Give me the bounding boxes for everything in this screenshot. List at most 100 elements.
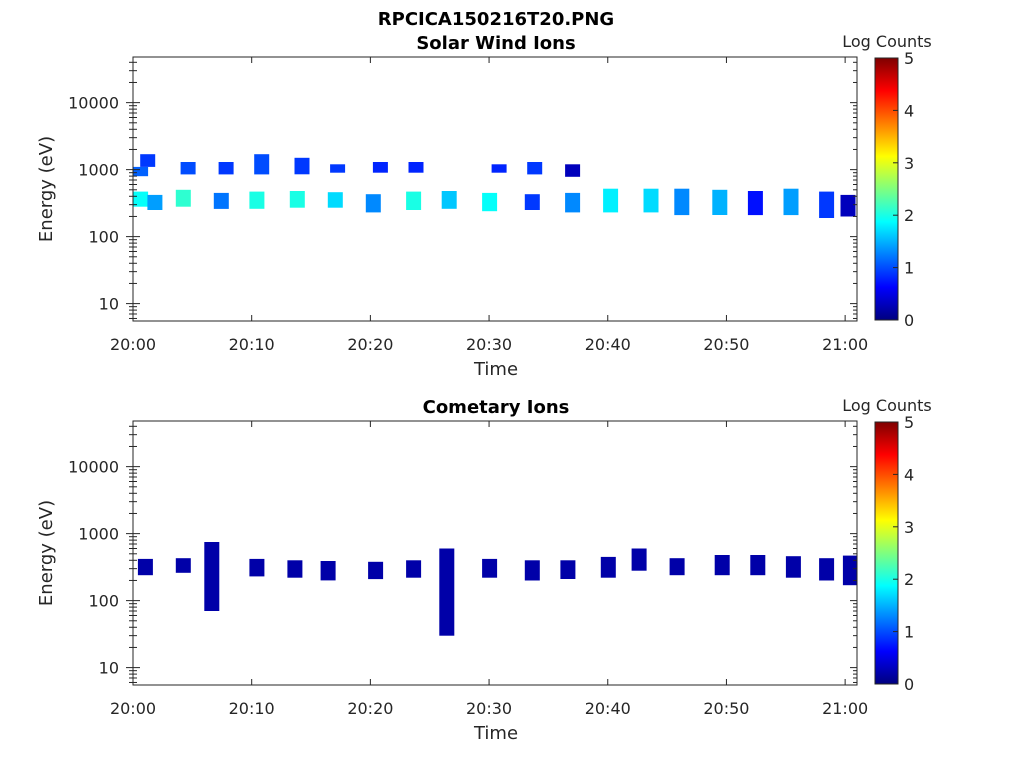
heatmap-cell — [750, 555, 766, 576]
heatmap-cell — [643, 188, 659, 213]
solar-wind-x-label: Time — [473, 359, 518, 380]
heatmap-cell — [140, 154, 156, 167]
heatmap-cell — [175, 189, 191, 207]
cometary-colorbar-label: Log Counts — [842, 396, 932, 415]
heatmap-cell — [674, 188, 690, 216]
heatmap-cell — [368, 561, 384, 580]
cometary-cells — [137, 542, 857, 636]
x-tick-label: 20:50 — [703, 335, 749, 354]
cometary-x-label: Time — [473, 723, 518, 744]
y-tick-label: 10000 — [68, 94, 119, 113]
heatmap-cell — [565, 192, 581, 213]
heatmap-cell — [133, 191, 149, 207]
cometary-title: Cometary Ions — [423, 397, 570, 418]
heatmap-cell — [365, 194, 381, 213]
solar-wind-colorbar — [874, 57, 899, 321]
colorbar-tick-label: 2 — [904, 570, 914, 589]
colorbar-tick-label: 0 — [904, 675, 914, 694]
y-tick-label: 10 — [99, 295, 119, 314]
heatmap-cell — [560, 560, 576, 579]
heatmap-cell — [439, 548, 455, 636]
heatmap-cell — [527, 162, 543, 175]
heatmap-cell — [819, 191, 835, 218]
cometary-y-label: Energy (eV) — [36, 500, 57, 606]
heatmap-cell — [524, 560, 540, 581]
x-tick-label: 20:20 — [347, 699, 393, 718]
heatmap-cell — [712, 189, 728, 215]
colorbar-tick-label: 1 — [904, 623, 914, 642]
colorbar-tick-label: 5 — [904, 413, 914, 432]
cometary-plot-area — [133, 421, 857, 685]
solar-wind-panel: Solar Wind Ions 20:00 20:10 20:20 20:30 20:4… — [36, 32, 932, 380]
heatmap-cell — [180, 162, 196, 175]
heatmap-cell — [249, 191, 265, 209]
solar-wind-colorbar-label: Log Counts — [842, 32, 932, 51]
y-tick-label: 1000 — [78, 161, 119, 180]
heatmap-cell — [327, 192, 343, 208]
colorbar-tick-label: 3 — [904, 518, 914, 537]
x-tick-label: 20:20 — [347, 335, 393, 354]
heatmap-cell — [785, 556, 801, 578]
heatmap-cell — [213, 192, 229, 209]
heatmap-cell — [524, 194, 540, 210]
y-tick-label: 100 — [88, 228, 119, 247]
heatmap-cell — [249, 558, 265, 577]
heatmap-cell — [631, 548, 647, 571]
solar-wind-colorbar-ticks: 0 1 2 3 4 5 — [893, 49, 914, 330]
heatmap-cell — [482, 558, 498, 578]
x-tick-label: 20:10 — [229, 699, 275, 718]
heatmap-cell — [714, 555, 730, 576]
x-tick-label: 20:50 — [703, 699, 749, 718]
heatmap-cell — [204, 542, 220, 611]
x-tick-label: 20:00 — [110, 699, 156, 718]
heatmap-cell — [320, 561, 336, 581]
heatmap-cell — [819, 558, 835, 581]
colorbar-tick-label: 0 — [904, 311, 914, 330]
heatmap-cell — [603, 188, 619, 213]
x-tick-label: 21:00 — [822, 699, 868, 718]
x-tick-label: 20:10 — [229, 335, 275, 354]
solar-wind-y-ticks: 10 100 1000 10000 — [68, 61, 857, 319]
y-tick-label: 10000 — [68, 458, 119, 477]
heatmap-cell — [600, 556, 616, 578]
cometary-axes-frame — [132, 420, 858, 686]
heatmap-cell — [294, 157, 310, 175]
heatmap-cell — [330, 164, 346, 173]
colorbar-tick-label: 1 — [904, 259, 914, 278]
cometary-panel: Cometary Ions 20:00 20:10 20:20 20:30 20:40 2… — [36, 396, 932, 744]
heatmap-cell — [175, 558, 191, 573]
heatmap-cell — [669, 558, 685, 576]
heatmap-cell — [137, 558, 153, 576]
colorbar-tick-label: 2 — [904, 206, 914, 225]
solar-wind-y-label: Energy (eV) — [36, 136, 57, 242]
solar-wind-axes-frame — [132, 56, 858, 322]
heatmap-cell — [441, 191, 457, 209]
solar-wind-plot-area — [133, 57, 857, 321]
y-tick-label: 100 — [88, 592, 119, 611]
heatmap-cell — [289, 191, 305, 208]
x-tick-label: 20:40 — [585, 335, 631, 354]
colorbar-tick-label: 5 — [904, 49, 914, 68]
heatmap-cell — [491, 164, 507, 173]
x-tick-label: 20:30 — [466, 335, 512, 354]
cometary-x-ticks: 20:00 20:10 20:20 20:30 20:40 20:50 21:00 — [110, 421, 868, 718]
x-tick-label: 20:40 — [585, 699, 631, 718]
solar-wind-cells — [133, 154, 856, 218]
heatmap-cell — [406, 560, 422, 578]
heatmap-cell — [408, 162, 424, 173]
x-tick-label: 20:00 — [110, 335, 156, 354]
x-tick-label: 21:00 — [822, 335, 868, 354]
cometary-colorbar — [874, 421, 899, 685]
figure-title: RPCICA150216T20.PNG — [378, 9, 614, 30]
heatmap-cell — [406, 191, 422, 210]
cometary-y-ticks: 10 100 1000 10000 — [68, 425, 857, 683]
heatmap-cell — [218, 162, 234, 175]
heatmap-cell — [372, 162, 388, 173]
heatmap-cell — [747, 191, 763, 216]
x-tick-label: 20:30 — [466, 699, 512, 718]
heatmap-cell — [147, 194, 163, 210]
heatmap-cell — [287, 560, 303, 578]
y-tick-label: 10 — [99, 659, 119, 678]
heatmap-cell — [783, 188, 799, 216]
